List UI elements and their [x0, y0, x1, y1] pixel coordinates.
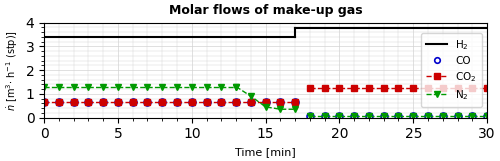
- Y-axis label: $\dot{n}$ [m$^3$$\cdot$ h$^{-1}$ (stp)]: $\dot{n}$ [m$^3$$\cdot$ h$^{-1}$ (stp)]: [4, 29, 20, 111]
- Legend: H$_2$, CO, CO$_2$, N$_2$: H$_2$, CO, CO$_2$, N$_2$: [421, 33, 482, 107]
- Title: Molar flows of make-up gas: Molar flows of make-up gas: [169, 4, 362, 17]
- X-axis label: Time [min]: Time [min]: [235, 147, 296, 157]
